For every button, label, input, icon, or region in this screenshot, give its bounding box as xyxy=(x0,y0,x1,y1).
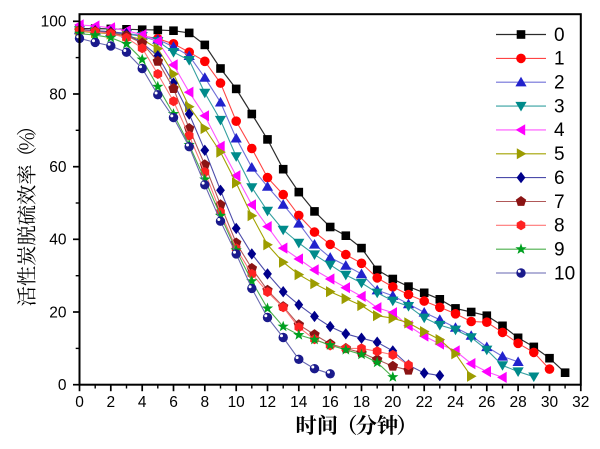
svg-text:6: 6 xyxy=(554,168,565,189)
svg-text:2: 2 xyxy=(554,73,565,94)
svg-text:5: 5 xyxy=(554,144,565,165)
svg-text:30: 30 xyxy=(541,394,559,411)
svg-text:7: 7 xyxy=(554,192,565,213)
svg-text:20: 20 xyxy=(49,304,67,321)
svg-text:22: 22 xyxy=(416,394,433,411)
svg-text:6: 6 xyxy=(169,394,178,411)
svg-text:32: 32 xyxy=(572,394,589,411)
svg-text:0: 0 xyxy=(554,25,565,46)
svg-text:28: 28 xyxy=(509,394,526,411)
svg-text:0: 0 xyxy=(75,394,84,411)
svg-text:80: 80 xyxy=(49,86,67,103)
svg-text:1: 1 xyxy=(554,49,565,70)
svg-text:4: 4 xyxy=(554,120,565,141)
svg-text:24: 24 xyxy=(447,394,465,411)
svg-text:12: 12 xyxy=(259,394,276,411)
svg-text:10: 10 xyxy=(228,394,246,411)
svg-text:4: 4 xyxy=(138,394,147,411)
svg-text:16: 16 xyxy=(322,394,339,411)
svg-text:8: 8 xyxy=(200,394,209,411)
svg-text:18: 18 xyxy=(353,394,370,411)
svg-text:26: 26 xyxy=(478,394,495,411)
svg-text:20: 20 xyxy=(384,394,402,411)
svg-text:2: 2 xyxy=(106,394,115,411)
svg-text:40: 40 xyxy=(49,232,67,249)
svg-text:14: 14 xyxy=(290,394,308,411)
svg-text:8: 8 xyxy=(554,216,565,237)
svg-text:10: 10 xyxy=(554,263,575,284)
svg-text:0: 0 xyxy=(58,377,67,394)
svg-text:60: 60 xyxy=(49,159,67,176)
svg-text:9: 9 xyxy=(554,240,565,261)
svg-text:100: 100 xyxy=(41,14,67,31)
svg-text:3: 3 xyxy=(554,96,565,117)
